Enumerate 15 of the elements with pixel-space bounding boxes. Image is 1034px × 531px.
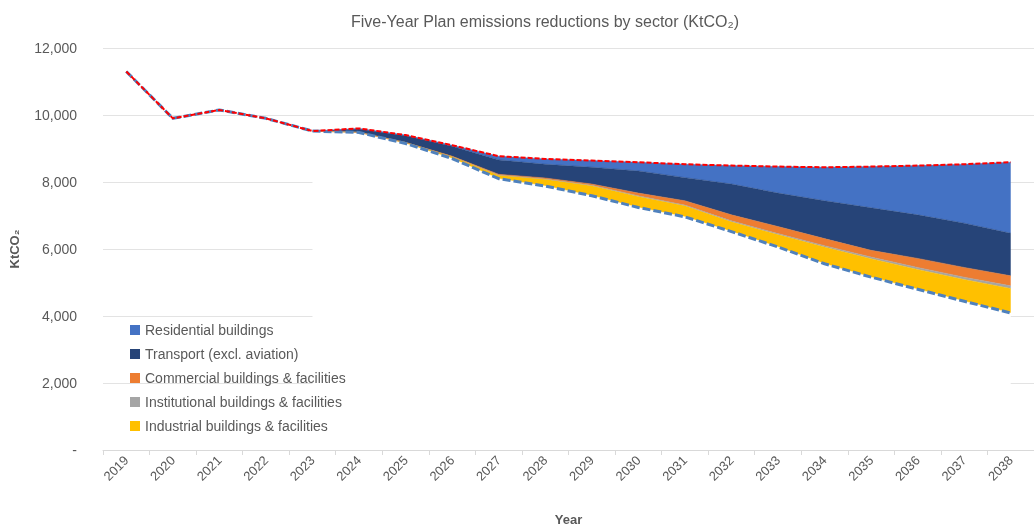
y-tick-label: 12,000 [34, 40, 78, 56]
legend-label: Institutional buildings & facilities [145, 394, 342, 410]
y-tick-label: 4,000 [41, 308, 78, 324]
y-tick-label: - [72, 442, 78, 458]
chart-title: Five-Year Plan emissions reductions by sector (KtCO₂) [351, 12, 739, 30]
legend-label: Industrial buildings & facilities [145, 418, 328, 434]
legend-label: Residential buildings [145, 322, 274, 338]
y-tick-label: 2,000 [41, 375, 78, 391]
legend-label: Transport (excl. aviation) [145, 346, 299, 362]
y-tick-label: 10,000 [34, 107, 78, 123]
x-axis-title: Year [554, 512, 583, 527]
legend-label: Commercial buildings & facilities [145, 370, 346, 386]
y-tick-label: 6,000 [41, 241, 78, 257]
y-axis-title: KtCO₂ [7, 229, 22, 269]
y-tick-label: 8,000 [41, 174, 78, 190]
